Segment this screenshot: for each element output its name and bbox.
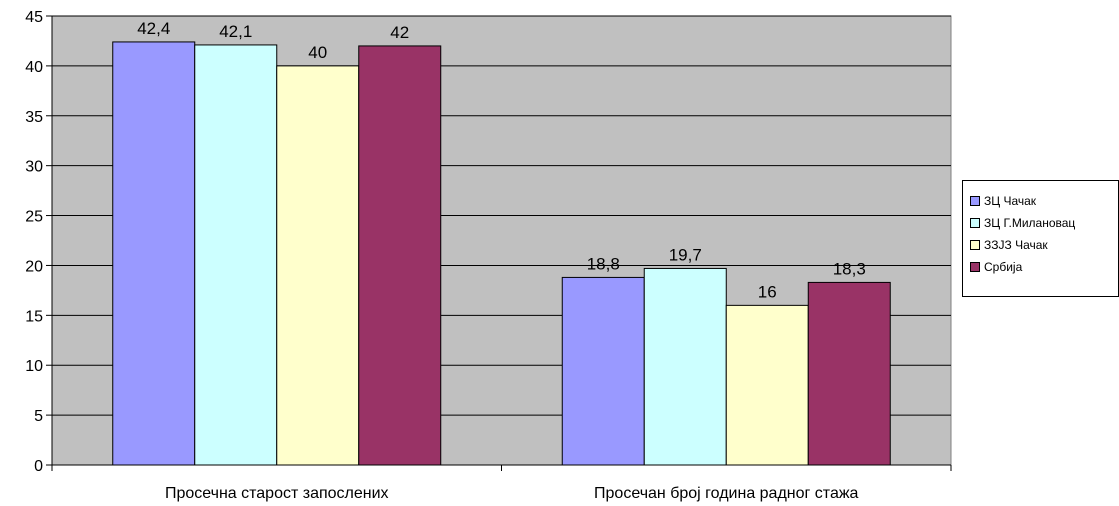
legend-swatch: [970, 196, 980, 206]
data-label: 18,3: [833, 259, 866, 278]
bar: [358, 45, 442, 466]
data-label: 19,7: [669, 245, 702, 264]
y-tick-label: 20: [25, 258, 43, 275]
y-tick-label: 25: [25, 209, 43, 226]
y-tick-label: 30: [25, 159, 43, 176]
bar: [561, 276, 645, 466]
legend-label: ЗЗЈЗ Чачак: [984, 238, 1048, 252]
x-category-label: Просечан број година радног стажа: [594, 485, 859, 502]
y-tick-label: 5: [34, 408, 43, 425]
bar: [194, 44, 278, 466]
legend-item: ЗЗЈЗ Чачак: [970, 234, 1118, 256]
legend-item: ЗЦ Чачак: [970, 190, 1118, 212]
data-label: 16: [758, 282, 777, 301]
y-tick-label: 35: [25, 109, 43, 126]
legend-label: ЗЦ Чачак: [984, 194, 1037, 208]
x-category-label: Просечна старост запослених: [165, 485, 389, 502]
legend-item: ЗЦ Г.Милановац: [970, 212, 1118, 234]
legend-swatch: [970, 240, 980, 250]
bar: [725, 304, 809, 466]
y-tick-label: 40: [25, 59, 43, 76]
y-tick-label: 0: [34, 458, 43, 475]
legend: ЗЦ Чачак ЗЦ Г.Милановац ЗЗЈЗ Чачак Србија: [962, 180, 1119, 297]
data-label: 40: [308, 43, 327, 62]
bar: [276, 65, 360, 466]
data-label: 42,4: [137, 19, 170, 38]
y-tick-label: 15: [25, 308, 43, 325]
legend-item: Србија: [970, 256, 1118, 278]
data-label: 18,8: [587, 254, 620, 273]
data-label: 42,1: [219, 22, 252, 41]
bar: [112, 41, 196, 466]
y-tick-label: 45: [25, 9, 43, 26]
legend-label: ЗЦ Г.Милановац: [984, 216, 1076, 230]
legend-swatch: [970, 262, 980, 272]
bar: [807, 281, 891, 466]
y-tick-label: 10: [25, 358, 43, 375]
legend-swatch: [970, 218, 980, 228]
legend-label: Србија: [984, 260, 1023, 274]
bar: [643, 267, 727, 466]
data-label: 42: [390, 23, 409, 42]
